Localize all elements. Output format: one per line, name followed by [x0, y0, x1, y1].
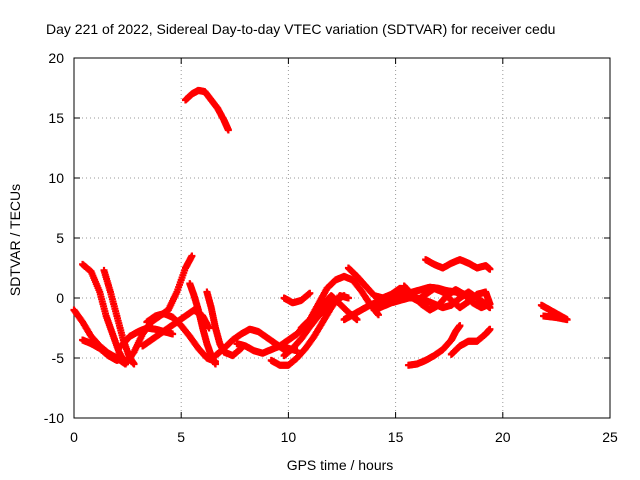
data-point: [205, 324, 213, 332]
x-tick-label: 20: [495, 429, 511, 445]
x-axis-label: GPS time / hours: [287, 457, 394, 473]
data-point: [340, 292, 348, 300]
series-t18: [280, 289, 314, 307]
x-tick-label: 25: [602, 429, 618, 445]
y-tick-label: 5: [56, 230, 64, 246]
y-tick-label: 20: [48, 50, 64, 66]
data-point: [486, 325, 494, 333]
data-point: [456, 322, 464, 330]
series-t25: [447, 325, 494, 358]
data-point: [130, 360, 138, 368]
series-t22: [400, 282, 494, 314]
data-point: [306, 289, 314, 297]
y-tick-label: -5: [52, 350, 65, 366]
x-tick-label: 5: [177, 429, 185, 445]
y-tick-label: 15: [48, 110, 64, 126]
series-t16: [280, 292, 348, 360]
data-point: [212, 360, 220, 368]
data-point: [169, 330, 177, 338]
data-point: [374, 311, 382, 319]
y-axis-label: SDTVAR / TECUs: [7, 184, 23, 296]
series-t24: [404, 322, 464, 369]
series-t2: [79, 336, 127, 364]
series-t3: [79, 260, 129, 368]
data-point: [353, 316, 361, 324]
data-markers: [70, 86, 571, 369]
axis-ticks: 0 5 10 15 20 25 -10 -5 0 5 10 15 20: [44, 50, 618, 445]
x-tick-label: 15: [388, 429, 404, 445]
data-point: [486, 265, 494, 273]
y-tick-label: 10: [48, 170, 64, 186]
series-t9: [181, 86, 232, 134]
data-point: [224, 126, 232, 134]
series-t23: [422, 256, 494, 273]
data-point: [188, 252, 196, 260]
series-t6: [117, 324, 177, 350]
series-t17: [297, 272, 382, 332]
series-t26: [537, 301, 571, 324]
y-tick-label: -10: [44, 410, 64, 426]
x-tick-label: 0: [70, 429, 78, 445]
y-tick-label: 0: [56, 290, 64, 306]
data-point: [344, 294, 352, 302]
x-tick-label: 10: [281, 429, 297, 445]
chart-title: Day 221 of 2022, Sidereal Day-to-day VTE…: [46, 21, 555, 37]
data-point: [540, 312, 548, 320]
data-point: [486, 300, 494, 308]
